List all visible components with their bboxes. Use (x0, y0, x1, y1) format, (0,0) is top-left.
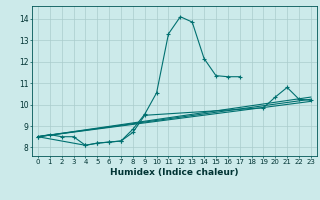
X-axis label: Humidex (Indice chaleur): Humidex (Indice chaleur) (110, 168, 239, 177)
